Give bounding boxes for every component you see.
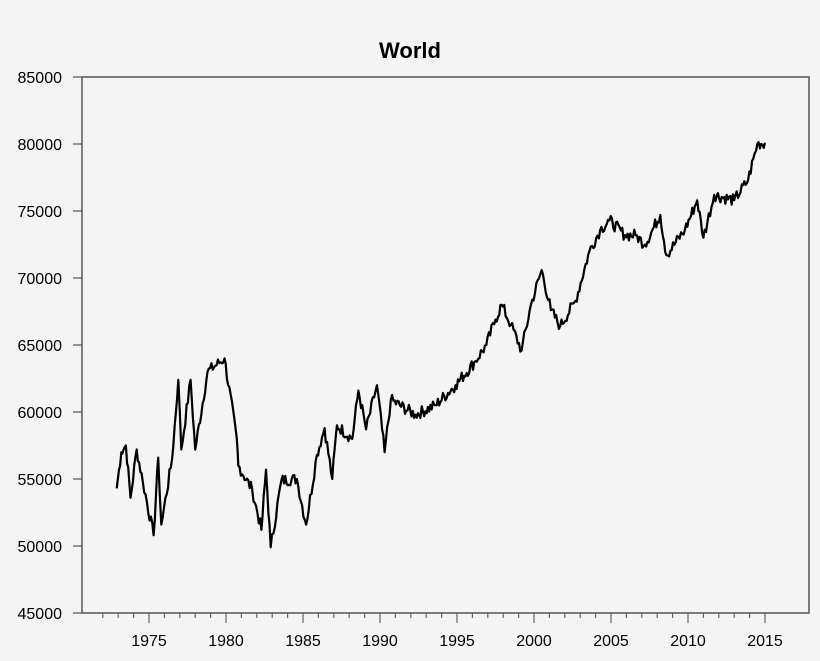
x-axis: 1975 1980 1985 1990 1995 2000 2005 2010 2015 (102, 613, 783, 650)
x-tick-label: 1985 (285, 633, 321, 650)
x-tick-label: 1975 (131, 633, 167, 650)
y-tick-label: 75000 (18, 204, 63, 221)
x-tick-label: 2000 (516, 633, 552, 650)
y-tick-label: 50000 (18, 539, 63, 556)
x-tick-label: 2010 (670, 633, 706, 650)
x-tick-label: 2015 (747, 633, 783, 650)
x-tick-label: 1990 (362, 633, 398, 650)
y-tick-label: 70000 (18, 271, 63, 288)
x-tick-label: 2005 (593, 633, 629, 650)
chart-title: World (379, 38, 441, 63)
x-tick-label: 1980 (208, 633, 244, 650)
y-tick-label: 80000 (18, 137, 63, 154)
y-tick-label: 65000 (18, 338, 63, 355)
y-tick-label: 55000 (18, 472, 63, 489)
y-tick-label: 60000 (18, 405, 63, 422)
y-tick-label: 45000 (18, 606, 63, 623)
data-line-world (115, 141, 767, 549)
plot-frame (81, 76, 810, 614)
y-axis: 45000 50000 55000 60000 65000 70000 75000 80000… (18, 70, 82, 623)
y-tick-label: 85000 (18, 70, 63, 87)
x-tick-label: 1995 (439, 633, 475, 650)
